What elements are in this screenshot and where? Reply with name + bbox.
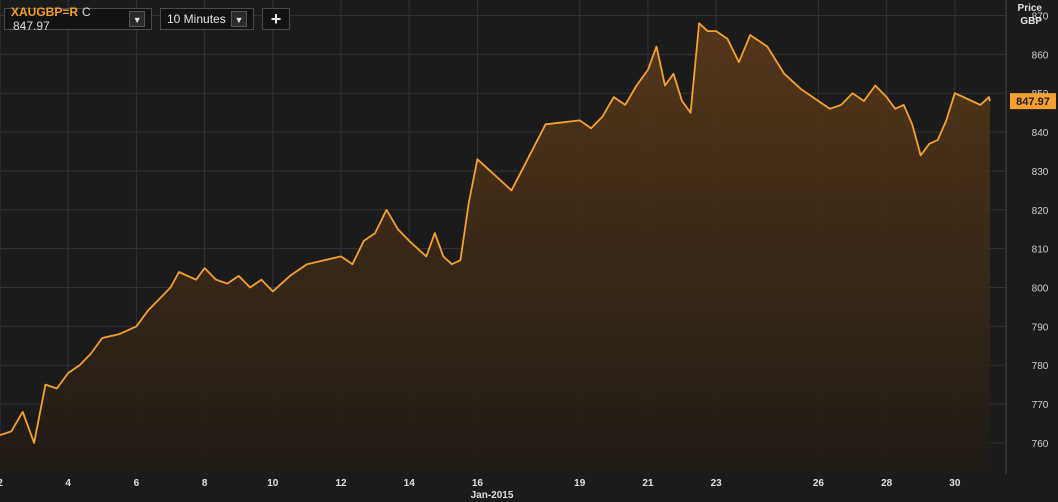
ric-selector[interactable]: XAUGBP=R C 847.97 ▼ bbox=[4, 5, 152, 33]
close-value: 847.97 bbox=[13, 19, 50, 33]
y-tick-label: 860 bbox=[1032, 50, 1049, 61]
last-price-label: 847.97 bbox=[1016, 96, 1050, 108]
y-tick-label: 770 bbox=[1032, 400, 1049, 411]
close-prefix: C bbox=[82, 5, 91, 19]
x-tick-label: 19 bbox=[574, 478, 586, 489]
y-tick-label: 820 bbox=[1032, 206, 1049, 217]
interval-text: 10 Minutes bbox=[167, 12, 226, 26]
y-tick-label: 790 bbox=[1032, 322, 1049, 333]
x-tick-label: 16 bbox=[472, 478, 484, 489]
ric-label: XAUGBP=R C 847.97 bbox=[11, 5, 129, 33]
add-button[interactable]: + bbox=[262, 8, 290, 30]
y-tick-label: 840 bbox=[1032, 128, 1049, 139]
x-tick-label: 30 bbox=[949, 478, 961, 489]
chart-toolbar: XAUGBP=R C 847.97 ▼ 10 Minutes ▼ + bbox=[4, 5, 290, 33]
price-line bbox=[0, 22, 991, 444]
x-tick-label: 4 bbox=[65, 478, 71, 489]
x-tick-label: 6 bbox=[134, 478, 140, 489]
symbol-text: XAUGBP=R bbox=[11, 5, 79, 19]
interval-selector[interactable]: 10 Minutes ▼ bbox=[160, 8, 254, 30]
x-tick-label: 10 bbox=[267, 478, 279, 489]
chevron-down-icon[interactable]: ▼ bbox=[231, 11, 247, 27]
y-axis-title-price: Price bbox=[1017, 3, 1042, 14]
x-tick-label: 12 bbox=[335, 478, 347, 489]
y-tick-label: 830 bbox=[1032, 167, 1049, 178]
y-tick-label: 810 bbox=[1032, 245, 1049, 256]
y-tick-label: 800 bbox=[1032, 284, 1049, 295]
price-area bbox=[0, 23, 990, 475]
chevron-down-icon[interactable]: ▼ bbox=[129, 11, 145, 27]
x-tick-label: 8 bbox=[202, 478, 208, 489]
y-tick-label: 760 bbox=[1032, 439, 1049, 450]
last-price-tag bbox=[1010, 93, 1056, 110]
x-tick-label: 28 bbox=[881, 478, 893, 489]
y-tick-label: 870 bbox=[1032, 12, 1049, 23]
x-axis-label: Jan-2015 bbox=[471, 490, 514, 501]
x-tick-label: 14 bbox=[404, 478, 416, 489]
x-tick-label: 2 bbox=[0, 478, 3, 489]
x-tick-label: 21 bbox=[642, 478, 654, 489]
x-tick-label: 26 bbox=[813, 478, 825, 489]
y-axis-title-currency: GBP bbox=[1020, 16, 1042, 27]
plus-icon: + bbox=[270, 8, 282, 29]
y-tick-label: 780 bbox=[1032, 361, 1049, 372]
x-tick-label: 23 bbox=[711, 478, 723, 489]
